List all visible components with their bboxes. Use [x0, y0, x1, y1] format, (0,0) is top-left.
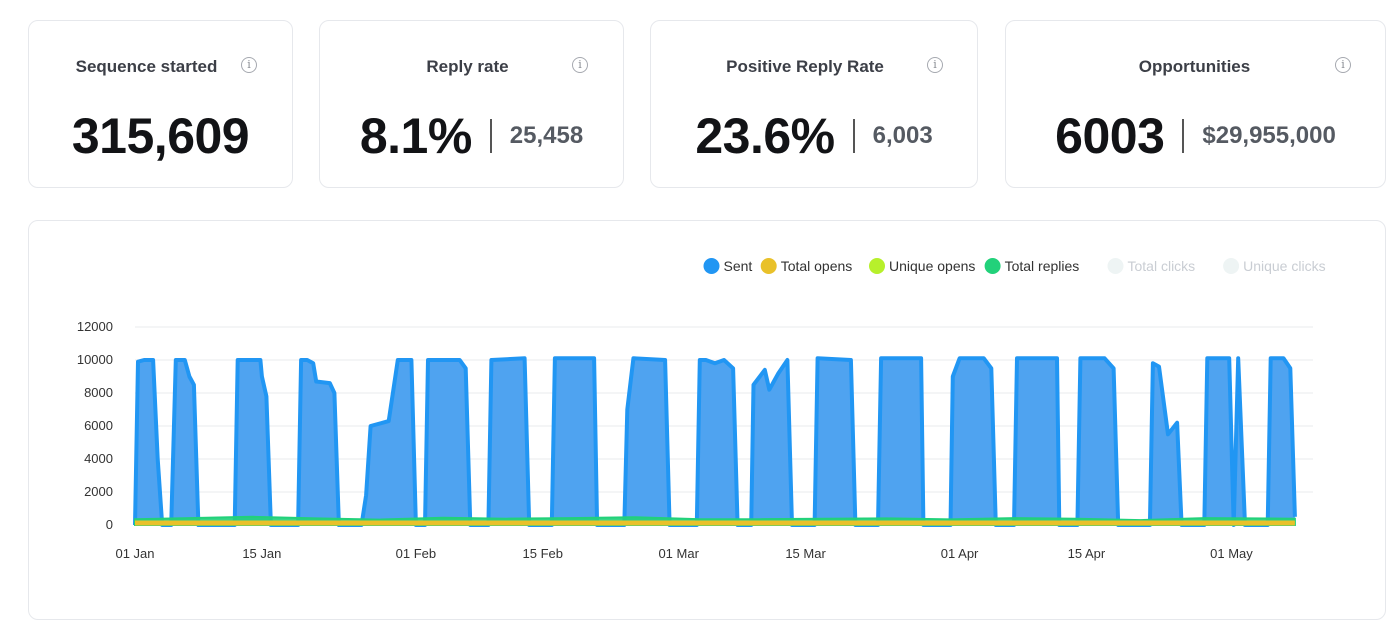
- y-tick-label: 4000: [84, 451, 113, 466]
- x-tick-label: 01 May: [1210, 546, 1253, 561]
- legend-marker: [703, 258, 720, 274]
- legend-marker: [760, 258, 777, 274]
- legend-item-unique-opens[interactable]: Unique opens: [869, 258, 975, 274]
- legend-label: Sent: [724, 258, 753, 274]
- y-tick-label: 2000: [84, 484, 113, 499]
- info-circle-icon[interactable]: i: [1335, 57, 1351, 73]
- stat-divider: [1182, 119, 1185, 153]
- legend-label: Unique clicks: [1243, 258, 1325, 274]
- x-tick-label: 15 Apr: [1068, 546, 1106, 561]
- stat-title: Sequence started: [75, 57, 218, 76]
- stat-secondary-value: $29,955,000: [1202, 122, 1336, 149]
- stat-main: 23.6% 6,003: [651, 107, 977, 165]
- x-tick-label: 01 Feb: [396, 546, 436, 561]
- stat-title: Opportunities: [1138, 57, 1251, 76]
- x-tick-label: 01 Mar: [658, 546, 699, 561]
- legend-marker: [984, 258, 1001, 274]
- chart-axes: 0 2000 4000 6000 8000 10000 12000 01 Jan 15 Jan 0…: [77, 319, 1253, 561]
- chart-legend: Sent Total opens Unique opens Total replies…: [703, 258, 1326, 274]
- stat-value: 23.6%: [695, 108, 835, 164]
- info-circle-icon[interactable]: i: [241, 57, 257, 73]
- y-tick-label: 6000: [84, 418, 113, 433]
- legend-label: Total opens: [781, 258, 853, 274]
- stat-divider: [489, 119, 492, 153]
- legend-item-total-clicks[interactable]: Total clicks: [1107, 258, 1196, 274]
- legend-marker: [869, 258, 885, 274]
- info-circle-icon[interactable]: i: [572, 57, 588, 73]
- legend-marker: [1107, 258, 1124, 274]
- y-tick-label: 8000: [84, 385, 113, 400]
- y-tick-label: 12000: [77, 319, 113, 334]
- stat-card-sequence-started: Sequence started i 315,609: [28, 20, 293, 188]
- x-tick-label: 15 Mar: [785, 546, 826, 561]
- activity-chart-card: 0 2000 4000 6000 8000 10000 12000 01 Jan 15 Jan 0…: [28, 220, 1386, 620]
- stat-value: 6003: [1055, 108, 1165, 164]
- stat-value: 8.1%: [359, 108, 472, 164]
- legend-item-sent[interactable]: Sent: [703, 258, 753, 274]
- legend-label: Total replies: [1005, 258, 1080, 274]
- x-tick-label: 01 Jan: [115, 546, 154, 561]
- stat-main: 315,609: [29, 107, 292, 165]
- legend-label: Total clicks: [1128, 258, 1196, 274]
- series-sent-area: [135, 358, 1295, 525]
- stat-card-opportunities: Opportunities i 6003 $29,955,000: [1005, 20, 1386, 188]
- stat-title: Reply rate: [426, 57, 509, 76]
- stat-title: Positive Reply Rate: [726, 57, 884, 76]
- y-tick-label: 0: [106, 517, 113, 532]
- stat-card-reply-rate: Reply rate i 8.1% 25,458: [319, 20, 624, 188]
- legend-marker: [1223, 258, 1240, 274]
- stat-main: 8.1% 25,458: [320, 107, 623, 165]
- legend-item-total-replies[interactable]: Total replies: [984, 258, 1080, 274]
- stat-secondary-value: 6,003: [872, 122, 933, 149]
- stat-divider: [852, 119, 855, 153]
- stat-main: 6003 $29,955,000: [1006, 107, 1385, 165]
- legend-item-total-opens[interactable]: Total opens: [760, 258, 853, 274]
- stat-value: 315,609: [71, 108, 250, 164]
- info-circle-icon[interactable]: i: [927, 57, 943, 73]
- activity-chart: 0 2000 4000 6000 8000 10000 12000 01 Jan 15 Jan 0…: [77, 258, 1326, 561]
- y-tick-label: 10000: [77, 352, 113, 367]
- legend-label: Unique opens: [889, 258, 975, 274]
- x-tick-label: 15 Jan: [242, 546, 281, 561]
- stat-card-positive-reply-rate: Positive Reply Rate i 23.6% 6,003: [650, 20, 978, 188]
- x-tick-label: 15 Feb: [523, 546, 563, 561]
- x-tick-label: 01 Apr: [941, 546, 979, 561]
- chart-series-layer: [133, 356, 1297, 527]
- legend-item-unique-clicks[interactable]: Unique clicks: [1223, 258, 1326, 274]
- stat-secondary-value: 25,458: [509, 122, 584, 149]
